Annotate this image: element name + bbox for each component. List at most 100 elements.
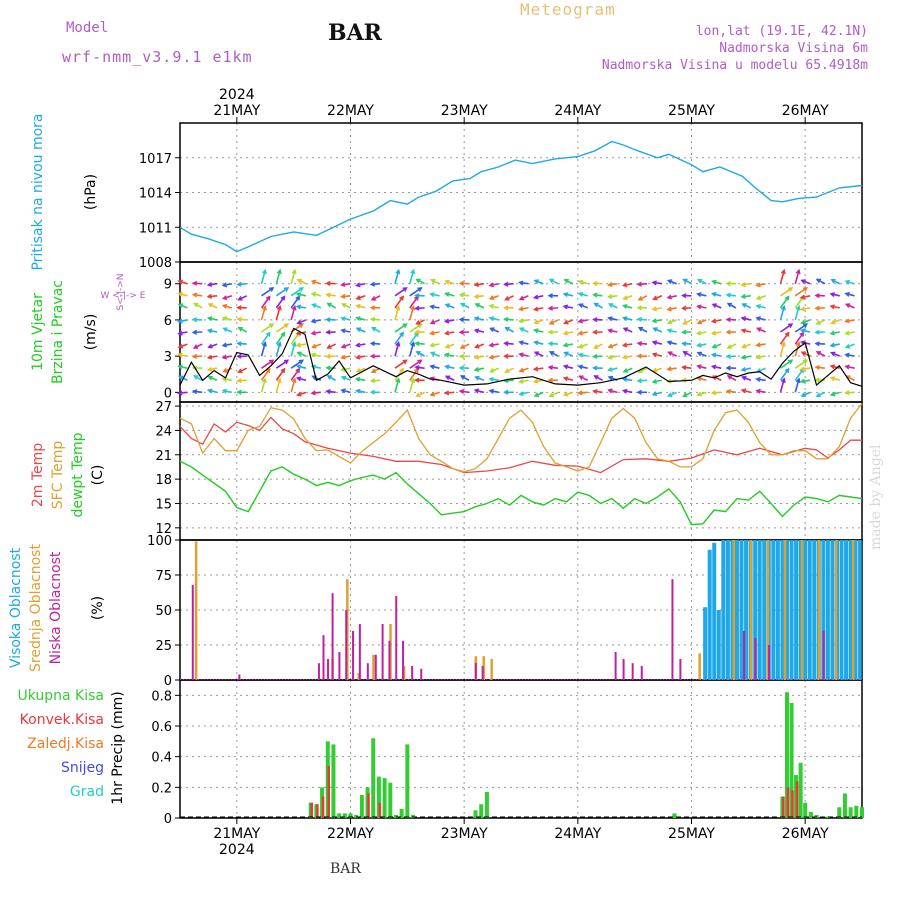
wind-arrow [178,292,188,297]
wind-arrow-head [325,292,331,298]
wind-arrow-head [395,268,401,275]
wind-arrow-head [429,342,435,348]
wind-arrow-head [621,388,628,394]
temp2m-line [179,416,862,474]
precip-bar [331,744,336,818]
wind-arrow-head [236,316,242,322]
wind-arrow-head [741,375,747,381]
wind-arrow-head [399,367,404,373]
sfc-axis-label: SFC Temp [50,441,66,510]
wind-arrow-head [681,329,687,335]
wind-arrow-head [444,375,451,381]
wind-arrow-head [236,389,242,395]
wind-arrow [623,317,633,321]
wind-arrow-head [444,343,451,349]
wind-arrow-head [340,316,346,322]
cloud-bar [780,540,785,680]
precip-bar [411,814,416,818]
wind-arrow-head [651,378,658,384]
x-tick-label-bottom: 21MAY [213,826,260,842]
wind-arrow-head [577,291,584,297]
wind-arrow-head [207,343,213,349]
wind-arrow [275,368,286,381]
cloud-bar [771,540,776,680]
cloud-bar [768,645,771,680]
y-tick-label: 0.6 [151,720,172,735]
cloud-bar [848,540,853,680]
wind-arrow-head [473,354,480,360]
wind-arrow [371,326,381,333]
wind-arrow [712,375,722,381]
wind-arrow-head [355,327,362,333]
wind-arrow-head [681,341,687,347]
wind-arrow [275,270,281,284]
wind-arrow [780,287,793,297]
wind-arrow-head [458,292,465,298]
wind-arrow-head [577,343,584,349]
cloud-bar [712,542,717,680]
precip-bar [786,787,790,818]
wind-arrow-head [370,368,377,373]
wind-arrow [816,278,826,285]
precip-bar [479,804,484,818]
wind-arrow-head [369,316,376,322]
wind-arrow-head [681,305,687,311]
wind-arrow [222,317,233,321]
wind-arrow-head [325,353,331,359]
wind-arrow-head [740,282,746,288]
wind-arrow [623,389,633,394]
precip-bar [327,765,331,818]
x-tick-label-top: 21MAY [213,103,260,119]
wind-arrow [564,319,574,325]
precip-legend-entry: Konvek.Kisa [20,712,104,728]
wind-arrow-head [577,352,583,358]
precip-bar [405,744,410,818]
cloud-bar [839,540,844,680]
wind-arrow [831,279,841,285]
wind-arrow [756,378,766,382]
wind-arrow-head [444,279,450,285]
wind-arrow-head [593,344,599,349]
wind-arrow-head [177,352,183,358]
model-name: wrf-nmm_v3.9.1 e1km [62,48,253,66]
wind-arrow-head [340,293,346,299]
wind-arrow-head [740,328,746,334]
wind-arrow [683,391,692,397]
cloud-bar [614,652,617,680]
wind-arrow-head [547,329,553,335]
wind-arrow-head [621,282,628,288]
precip-bar [348,813,353,818]
wind-arrow-head [280,367,286,373]
cloud-bar [744,540,749,680]
wind-arrow-head [488,303,495,309]
wind-arrow [652,319,662,323]
wind-arrow-head [325,317,331,323]
wind-arrow [697,331,707,335]
wind-arrow-head [710,364,717,370]
wind-arrow-head [562,342,569,348]
cloud-bar [734,540,739,680]
cloud-bar [482,656,485,680]
wind-arrow-head [369,281,376,287]
wind-arrow [519,341,529,345]
wind-arrow [409,359,422,369]
panel-frame [179,401,863,541]
cloud-bar [402,666,406,680]
wind-arrow-head [780,268,786,275]
wind-arrow-head [562,292,569,298]
y-tick-label: 12 [155,522,172,537]
wind-arrow-head [800,392,806,397]
wind-arrow-head [414,377,420,383]
wind-arrow [260,270,267,284]
wind-arrow-head [667,392,673,397]
wind-arrow-head [756,327,762,332]
wind-arrow-head [488,282,495,288]
wind-arrow-head [814,377,820,383]
wind-arrow [394,306,400,321]
wind-arrow-head [755,304,761,309]
cloud-bar [817,540,821,680]
precip-bar [837,807,842,818]
x-tick-label-bottom: 25MAY [668,826,715,842]
wind-arrow-head [681,365,687,371]
wind-arrow-head [800,351,807,356]
